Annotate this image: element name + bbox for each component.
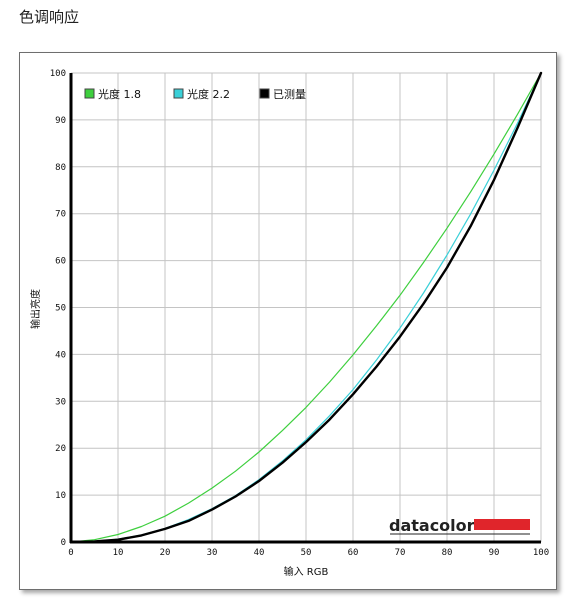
y-tick-label: 60 [55, 257, 66, 267]
brand-bar [474, 519, 530, 530]
x-tick-label: 20 [160, 548, 171, 558]
legend-swatch [173, 88, 184, 99]
y-tick-label: 10 [55, 491, 66, 501]
x-tick-label: 40 [254, 548, 265, 558]
x-tick-label: 30 [207, 548, 218, 558]
series-line-0 [70, 72, 542, 543]
tick-labels: 0 10 20 30 40 50 60 70 80 90 100 0 10 20 30 40 50 60 70 80 9… [50, 69, 549, 558]
brand-name: datacolor [389, 516, 475, 535]
legend-label: 光度 2.2 [187, 87, 230, 101]
legend-label: 光度 1.8 [98, 87, 141, 101]
chart-background [20, 53, 556, 589]
tone-response-chart: 0 10 20 30 40 50 60 70 80 90 100 0 10 20 30 40 50 60 70 80 9… [20, 53, 556, 589]
y-tick-label: 90 [55, 116, 66, 126]
y-tick-label: 30 [55, 397, 66, 407]
page-title: 色调响应 [19, 8, 80, 26]
x-tick-label: 70 [395, 548, 406, 558]
x-tick-label: 10 [113, 548, 124, 558]
x-tick-label: 60 [348, 548, 359, 558]
x-tick-label: 80 [442, 548, 453, 558]
y-tick-label: 20 [55, 444, 66, 454]
y-axis-title: 输出亮度 [29, 289, 42, 329]
x-tick-label: 90 [489, 548, 500, 558]
y-tick-label: 100 [50, 69, 66, 79]
y-tick-label: 0 [61, 538, 66, 548]
x-axis-title: 输入 RGB [284, 565, 329, 578]
datacolor-logo: datacolor [389, 516, 530, 535]
series-line-2 [69, 71, 543, 544]
series-lines [69, 71, 543, 544]
legend-label: 已测量 [273, 88, 306, 101]
y-tick-label: 80 [55, 163, 66, 173]
x-tick-label: 0 [68, 548, 73, 558]
chart-frame: 0 10 20 30 40 50 60 70 80 90 100 0 10 20 30 40 50 60 70 80 9… [19, 52, 557, 590]
legend: 光度 1.8 光度 2.2 已测量 [84, 87, 306, 101]
x-tick-label: 50 [301, 548, 312, 558]
x-tick-label: 100 [533, 548, 549, 558]
y-tick-label: 40 [55, 350, 66, 360]
y-tick-label: 50 [55, 304, 66, 314]
y-tick-label: 70 [55, 210, 66, 220]
legend-swatch [84, 88, 95, 99]
axes [69, 73, 541, 544]
legend-swatch [259, 88, 270, 99]
